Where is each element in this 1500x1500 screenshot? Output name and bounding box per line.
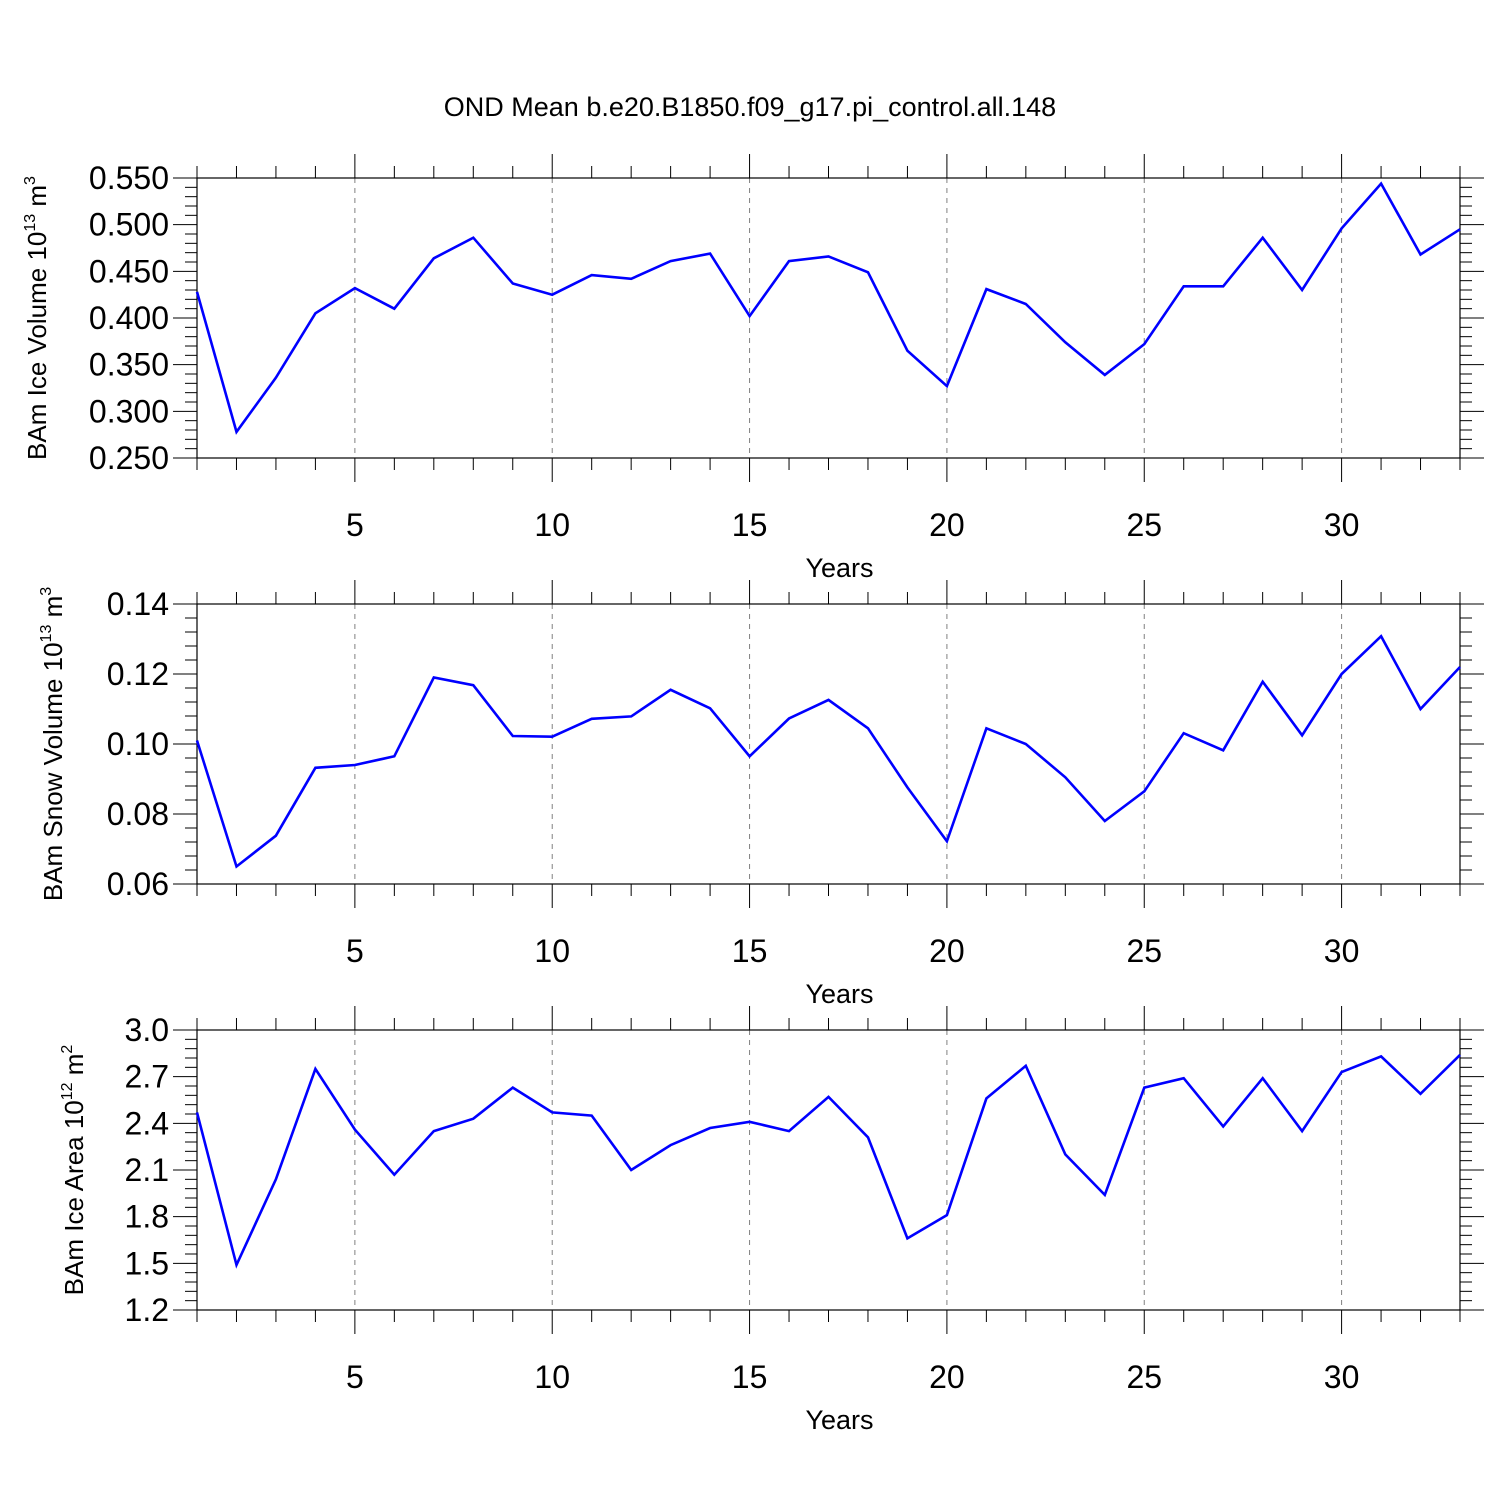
y-axis-label-unit: m xyxy=(59,1054,89,1083)
y-tick-label: 0.500 xyxy=(89,207,169,243)
y-axis-label-exponent: 13 xyxy=(22,214,39,232)
y-tick-label: 0.14 xyxy=(107,586,169,622)
y-tick-label: 1.8 xyxy=(125,1199,169,1235)
y-tick-label: 0.12 xyxy=(107,656,169,692)
x-tick-label: 15 xyxy=(732,933,768,969)
plot-frame xyxy=(196,1029,1461,1311)
figure-title: OND Mean b.e20.B1850.f09_g17.pi_control.… xyxy=(444,92,1056,122)
y-axis-label-base: BAm Ice Volume 10 xyxy=(22,232,52,460)
y-tick-label: 0.250 xyxy=(89,440,169,476)
series-line xyxy=(195,1053,1461,1269)
y-tick-label: 1.5 xyxy=(125,1245,169,1281)
panel-3: 1.2 1.5 1.8 2.1 2.4 2.7 3.0 5 10 15 20 25 30 Years BAm… xyxy=(59,1006,1484,1435)
y-tick-label: 0.10 xyxy=(107,726,169,762)
panel-1: 0.250 0.300 0.350 0.400 0.450 0.500 0.550 5 10 15… xyxy=(22,154,1484,583)
y-tick-label: 1.2 xyxy=(125,1292,169,1328)
x-tick-label: 20 xyxy=(929,933,965,969)
x-axis-label: Years xyxy=(805,979,873,1009)
y-axis-label-unit-exponent: 3 xyxy=(22,176,39,185)
x-tick-label: 30 xyxy=(1324,1359,1360,1395)
x-tick-label: 5 xyxy=(346,933,364,969)
y-tick-label: 0.08 xyxy=(107,796,169,832)
y-axis-label-base: BAm Ice Area 10 xyxy=(59,1100,89,1295)
y-tick-label: 2.1 xyxy=(125,1152,169,1188)
y-tick-label: 3.0 xyxy=(125,1012,169,1048)
y-tick-label: 2.4 xyxy=(125,1105,169,1141)
y-axis-label-unit-exponent: 2 xyxy=(59,1045,76,1054)
y-tick-label: 0.450 xyxy=(89,253,169,289)
plot-frame xyxy=(196,603,1461,885)
y-axis-label-unit: m xyxy=(38,596,68,625)
y-axis-label-base: BAm Snow Volume 10 xyxy=(38,642,68,901)
y-tick-label: 0.400 xyxy=(89,300,169,336)
y-axis-label: BAm Snow Volume 1013 m3 xyxy=(38,587,68,901)
panel-2: 0.06 0.08 0.10 0.12 0.14 5 10 15 20 25 30 Years BAm … xyxy=(38,580,1484,1009)
x-tick-label: 25 xyxy=(1126,1359,1162,1395)
y-tick-label: 2.7 xyxy=(125,1059,169,1095)
x-tick-label: 15 xyxy=(732,1359,768,1395)
x-tick-label: 15 xyxy=(732,507,768,543)
x-tick-label: 5 xyxy=(346,1359,364,1395)
series-line xyxy=(195,634,1461,869)
y-axis-label-unit: m xyxy=(22,185,52,214)
y-axis-label: BAm Ice Area 1012 m2 xyxy=(59,1045,89,1296)
x-axis-label: Years xyxy=(805,1405,873,1435)
y-axis-label-unit-exponent: 3 xyxy=(38,587,55,596)
x-tick-label: 10 xyxy=(534,507,570,543)
x-tick-label: 5 xyxy=(346,507,364,543)
x-axis-label: Years xyxy=(805,553,873,583)
y-tick-label: 0.550 xyxy=(89,160,169,196)
x-tick-label: 10 xyxy=(534,933,570,969)
series-line xyxy=(195,181,1461,435)
y-tick-label: 0.350 xyxy=(89,347,169,383)
y-axis-label-exponent: 12 xyxy=(59,1082,76,1100)
y-tick-label: 0.300 xyxy=(89,393,169,429)
x-tick-label: 20 xyxy=(929,1359,965,1395)
plot-frame xyxy=(196,177,1461,459)
y-tick-label: 0.06 xyxy=(107,866,169,902)
x-tick-label: 25 xyxy=(1126,507,1162,543)
x-tick-label: 30 xyxy=(1324,933,1360,969)
x-tick-label: 10 xyxy=(534,1359,570,1395)
y-axis-label-exponent: 13 xyxy=(38,625,55,643)
y-axis-label: BAm Ice Volume 1013 m3 xyxy=(22,176,52,460)
x-tick-label: 25 xyxy=(1126,933,1162,969)
x-tick-label: 30 xyxy=(1324,507,1360,543)
x-tick-label: 20 xyxy=(929,507,965,543)
